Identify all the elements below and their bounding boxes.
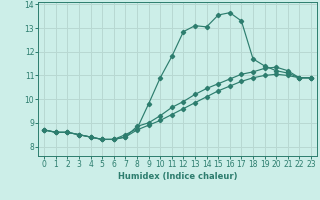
X-axis label: Humidex (Indice chaleur): Humidex (Indice chaleur) bbox=[118, 172, 237, 181]
